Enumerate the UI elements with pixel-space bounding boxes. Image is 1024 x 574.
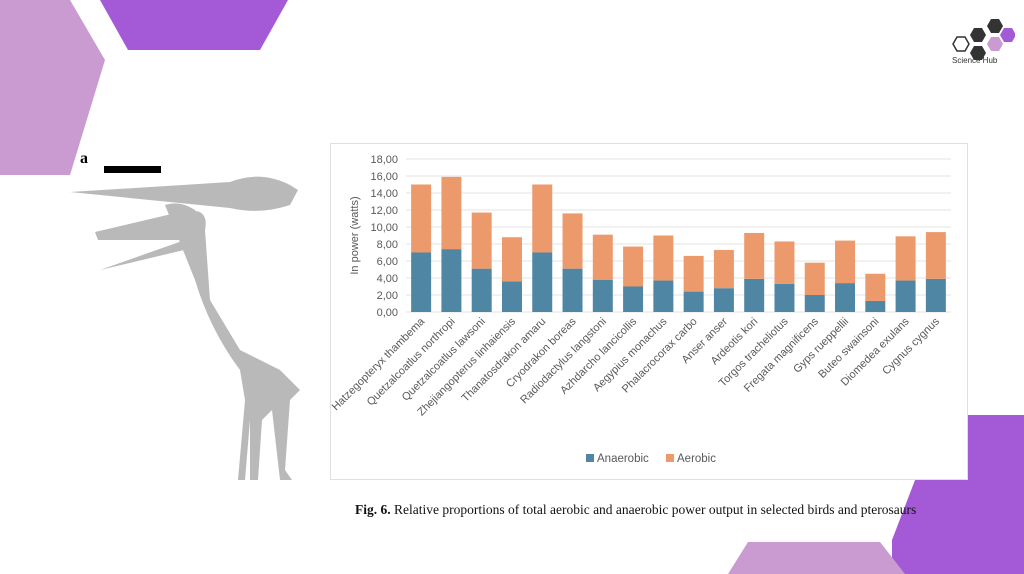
y-tick-label: 16,00 [370, 171, 398, 183]
legend-swatch-anaerobic [586, 454, 594, 462]
bar-aerobic [713, 249, 734, 289]
bar-aerobic [501, 237, 522, 282]
y-tick-label: 10,00 [370, 222, 398, 234]
bar-anaerobic [713, 288, 734, 312]
bar-aerobic [895, 236, 916, 281]
y-tick-label: 4,00 [377, 273, 398, 285]
purple-bar-top [100, 0, 288, 50]
bar-anaerobic [562, 268, 583, 312]
bar-anaerobic [804, 295, 825, 312]
y-tick-label: 0,00 [377, 307, 398, 319]
y-tick-label: 14,00 [370, 188, 398, 200]
x-tick-label: Cygnus cygnus [880, 315, 942, 377]
bar-anaerobic [441, 249, 462, 312]
bar-anaerobic [592, 279, 613, 312]
bar-aerobic [592, 234, 613, 280]
y-tick-label: 2,00 [377, 290, 398, 302]
legend-swatch-aerobic [666, 454, 674, 462]
y-tick-label: 6,00 [377, 256, 398, 268]
bar-aerobic [865, 273, 886, 301]
y-tick-label: 18,00 [370, 154, 398, 166]
bar-aerobic [532, 184, 553, 253]
bar-aerobic [623, 246, 644, 287]
science-hub-logo [952, 19, 1015, 60]
bar-aerobic [562, 213, 583, 269]
bar-aerobic [835, 240, 856, 284]
bar-aerobic [441, 176, 462, 250]
lilac-bar-bottom [728, 542, 905, 574]
scale-bar [104, 166, 161, 173]
bar-aerobic [804, 262, 825, 295]
bar-anaerobic [501, 281, 522, 312]
bar-anaerobic [895, 280, 916, 312]
chart-frame: 0,00 2,00 4,00 6,00 8,00 10,00 12,00 14,00 16,00… [330, 143, 968, 480]
bar-anaerobic [683, 291, 704, 312]
bar-anaerobic [623, 286, 644, 312]
pterosaur-model-image [70, 176, 300, 481]
bar-anaerobic [653, 280, 674, 312]
bar-aerobic [653, 235, 674, 281]
y-tick-label: 8,00 [377, 239, 398, 251]
y-tick-label: 12,00 [370, 205, 398, 217]
caption-text: Relative proportions of total aerobic an… [390, 502, 917, 517]
logo-text: Science Hub [952, 56, 998, 65]
y-axis-label: In power (watts) [349, 196, 361, 274]
lilac-hexagon-left [0, 0, 105, 175]
bar-aerobic [774, 241, 795, 284]
legend-label: Anaerobic [597, 453, 649, 465]
bar-anaerobic [744, 278, 765, 312]
bar-anaerobic [532, 252, 553, 312]
bar-anaerobic [774, 283, 795, 312]
bar-aerobic [471, 212, 492, 269]
stacked-bar-chart: 0,00 2,00 4,00 6,00 8,00 10,00 12,00 14,00 16,00… [330, 154, 951, 465]
figure-caption: Fig. 6. Relative proportions of total ae… [355, 502, 916, 518]
figure-panel-label: a [80, 150, 88, 167]
legend-label: Aerobic [677, 453, 716, 465]
bar-anaerobic [865, 300, 886, 312]
bar-anaerobic [471, 268, 492, 312]
bar-aerobic [925, 232, 946, 279]
bar-anaerobic [835, 283, 856, 312]
bar-anaerobic [925, 278, 946, 312]
caption-label: Fig. 6. [355, 502, 391, 517]
bar-aerobic [683, 255, 704, 292]
bar-aerobic [744, 232, 765, 279]
bar-aerobic [411, 184, 432, 253]
bar-anaerobic [411, 252, 432, 312]
